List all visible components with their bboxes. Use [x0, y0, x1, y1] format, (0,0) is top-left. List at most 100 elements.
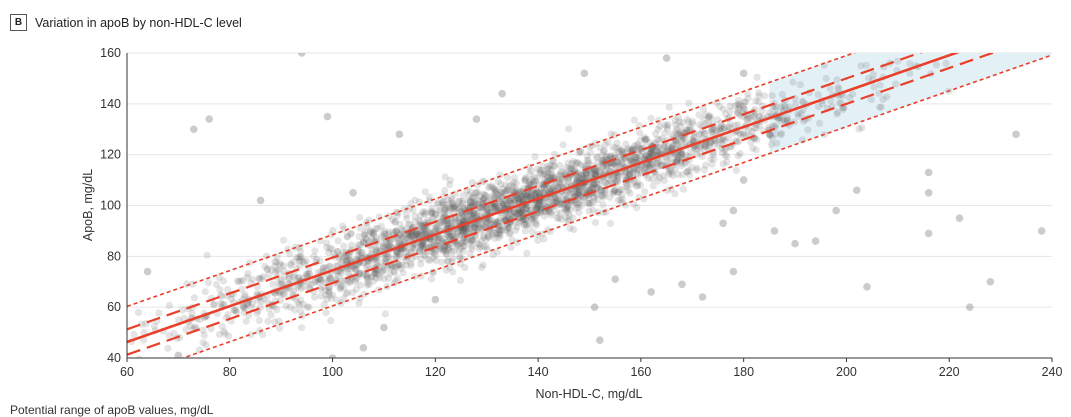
data-point	[589, 184, 597, 192]
data-point	[418, 241, 426, 249]
data-point	[534, 236, 542, 244]
data-point	[662, 54, 671, 62]
data-point	[748, 127, 756, 136]
data-point	[626, 189, 634, 197]
data-point	[461, 211, 469, 219]
data-point	[517, 217, 525, 225]
data-point	[534, 203, 542, 211]
data-point	[516, 209, 524, 217]
data-point	[486, 220, 494, 228]
data-point	[445, 200, 453, 208]
data-point	[370, 270, 378, 278]
data-point	[593, 167, 601, 175]
data-point	[275, 267, 283, 275]
data-point	[641, 152, 649, 160]
data-point	[661, 143, 669, 151]
data-point	[428, 205, 436, 213]
data-point	[575, 190, 583, 198]
data-point	[601, 179, 609, 187]
data-point	[499, 203, 507, 211]
data-point	[653, 146, 661, 154]
data-point	[469, 208, 477, 216]
data-point	[551, 196, 560, 205]
data-point	[369, 228, 377, 236]
data-point	[342, 257, 350, 265]
data-point	[563, 205, 571, 213]
data-point	[492, 202, 500, 210]
data-point	[520, 220, 528, 228]
data-point	[299, 282, 307, 290]
data-point	[574, 159, 583, 167]
data-point	[165, 301, 173, 309]
data-point	[792, 101, 800, 109]
data-point	[599, 159, 607, 167]
data-point	[325, 272, 333, 280]
data-point	[328, 245, 336, 253]
data-point	[590, 303, 599, 311]
data-point	[556, 161, 564, 169]
data-point	[646, 139, 654, 147]
data-point	[707, 138, 715, 146]
data-point	[705, 142, 713, 150]
data-point	[434, 198, 442, 206]
data-point	[395, 239, 403, 247]
data-point	[647, 149, 655, 157]
data-point	[535, 208, 543, 216]
data-point	[715, 125, 724, 133]
data-point	[496, 230, 504, 238]
data-point	[498, 185, 507, 193]
data-point	[675, 118, 684, 126]
data-point	[188, 309, 196, 318]
data-point	[506, 197, 514, 205]
data-point	[458, 227, 466, 236]
data-point	[357, 270, 366, 278]
data-point	[424, 256, 432, 264]
data-point	[368, 229, 376, 237]
data-point	[591, 170, 599, 178]
data-point	[511, 219, 519, 227]
data-point	[323, 295, 331, 303]
data-point	[614, 178, 622, 186]
data-point	[624, 144, 632, 152]
data-point	[726, 120, 734, 128]
data-point	[647, 288, 655, 296]
data-point	[520, 191, 528, 199]
data-point	[639, 144, 647, 152]
data-point	[515, 196, 523, 204]
data-point	[369, 230, 378, 239]
data-point	[280, 291, 288, 299]
data-point	[539, 201, 548, 209]
data-point	[668, 131, 676, 139]
data-point	[655, 174, 664, 182]
data-point	[655, 143, 663, 151]
data-point	[556, 178, 564, 186]
panel-title: Variation in apoB by non-HDL-C level	[35, 15, 242, 30]
data-point	[755, 89, 763, 97]
data-point	[418, 222, 426, 230]
data-point	[473, 212, 481, 220]
data-point	[426, 228, 434, 236]
data-point	[708, 160, 716, 168]
data-point	[381, 243, 389, 251]
data-point	[674, 141, 682, 149]
data-point	[360, 231, 368, 239]
data-point	[521, 216, 530, 224]
data-point	[523, 204, 531, 212]
data-point	[450, 233, 458, 241]
data-point	[466, 198, 475, 206]
data-point	[749, 144, 757, 152]
data-point	[480, 195, 488, 203]
data-point	[232, 306, 240, 314]
data-point	[957, 32, 964, 39]
data-point	[563, 164, 571, 172]
data-point	[768, 140, 776, 148]
data-point	[323, 243, 331, 251]
data-point	[491, 234, 499, 242]
data-point	[472, 200, 480, 208]
data-point	[613, 177, 621, 185]
data-point	[495, 229, 503, 237]
data-point	[434, 214, 442, 222]
data-point	[965, 303, 974, 311]
data-point	[347, 230, 355, 238]
data-point	[751, 124, 759, 132]
